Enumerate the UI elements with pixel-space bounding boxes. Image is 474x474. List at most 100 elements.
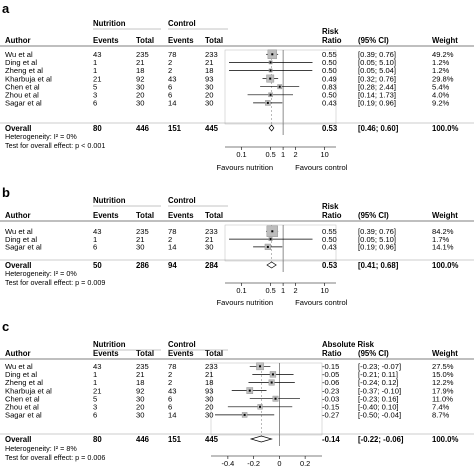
panel-c-overall-total-control: 445 xyxy=(205,435,219,444)
panel-c-row-3-events-nutrition: 1 xyxy=(93,378,97,387)
panel-b-row-1-ci: [0.39; 0.76] xyxy=(358,227,396,236)
panel-b-col-effect-line2: Ratio xyxy=(322,211,342,220)
panel-c-row-6-total-nutrition: 20 xyxy=(136,403,144,412)
panel-b-overall-events-control: 94 xyxy=(168,261,177,270)
panel-c-row-3-total-nutrition: 18 xyxy=(136,378,144,387)
panel-c-row-3-author: Zheng et al xyxy=(5,378,43,387)
panel-b-overall-diamond xyxy=(266,261,277,269)
panel-c-row-1-events-control: 78 xyxy=(168,362,176,371)
panel-b-overall-ci: [0.41; 0.68] xyxy=(358,261,399,270)
panel-c-overall-events-nutrition: 80 xyxy=(93,435,102,444)
panel-a-row-4-estimate: 0.49 xyxy=(322,74,337,83)
panel-c-row-1-estimate: -0.15 xyxy=(322,362,339,371)
panel-a-row-3-author: Zheng et al xyxy=(5,66,43,75)
panel-a-overall-estimate: 0.53 xyxy=(322,124,338,133)
panel-b-row-2-events-nutrition: 1 xyxy=(93,235,97,244)
panel-b-overall-total-control: 284 xyxy=(205,261,219,270)
panel-c-group-header-nutrition: Nutrition xyxy=(93,340,126,349)
panel-b-row-1-author: Wu et al xyxy=(5,227,33,236)
panel-b-row-1-estimate: 0.55 xyxy=(322,227,337,236)
panel-a-row-1-events-control: 78 xyxy=(168,50,176,59)
panel-c-row-5-estimate: -0.03 xyxy=(322,394,339,403)
panel-b-overall-estimate: 0.53 xyxy=(322,261,338,270)
panel-a-tick-label-1: 0.5 xyxy=(265,150,275,159)
panel-b-col-effect-line1: Risk xyxy=(322,202,339,211)
panel-c-row-3-total-control: 18 xyxy=(205,378,213,387)
panel-a-row-7-events-nutrition: 6 xyxy=(93,99,97,108)
panel-a-row-1-author: Wu et al xyxy=(5,50,33,59)
panel-c-row-5-events-nutrition: 5 xyxy=(93,394,97,403)
panel-a-overall-total-control: 445 xyxy=(205,124,219,133)
panel-c-row-4-total-control: 93 xyxy=(205,386,213,395)
panel-c-row-1-ci: [-0.23; -0.07] xyxy=(358,362,401,371)
panel-c-row-5-point-marker xyxy=(274,397,277,400)
panel-b-row-1-total-nutrition: 235 xyxy=(136,227,149,236)
panel-b-col-events-2: Events xyxy=(168,211,194,220)
panel-b-row-1-total-control: 233 xyxy=(205,227,218,236)
panel-c-row-7-author: Sagar et al xyxy=(5,411,42,420)
panel-c-col-weight: Weight xyxy=(432,349,458,358)
panel-c-col-total-1: Total xyxy=(136,349,154,358)
panel-a-row-6-events-control: 6 xyxy=(168,91,172,100)
panel-c-row-2-events-nutrition: 1 xyxy=(93,370,97,379)
panel-b-row-3-ci: [0.19; 0.96] xyxy=(358,243,396,252)
panel-a-group-header-nutrition: Nutrition xyxy=(93,19,126,28)
panel-a-row-2-weight: 1.2% xyxy=(432,58,450,67)
panel-a-row-5-author: Chen et al xyxy=(5,82,40,91)
panel-c-overall-events-control: 151 xyxy=(168,435,182,444)
panel-a-row-3-total-nutrition: 18 xyxy=(136,66,144,75)
panel-b-col-total-2: Total xyxy=(205,211,223,220)
panel-c-row-2-weight: 15.0% xyxy=(432,370,454,379)
panel-a-col-total-2: Total xyxy=(205,36,223,45)
panel-c-row-4-weight: 17.9% xyxy=(432,386,454,395)
panel-c-tick-label-2: 0 xyxy=(277,459,281,468)
panel-b-row-2-ci: [0.05; 5.10] xyxy=(358,235,396,244)
panel-a-row-4-author: Kharbuja et al xyxy=(5,74,52,83)
panel-c-row-5-weight: 11.0% xyxy=(432,394,453,403)
panel-a-row-5-estimate: 0.83 xyxy=(322,82,337,91)
panel-b-overall-events-nutrition: 50 xyxy=(93,261,102,270)
panel-c-row-5-ci: [-0.23; 0.16] xyxy=(358,394,399,403)
panel-b-col-weight: Weight xyxy=(432,211,458,220)
panel-c-row-1-author: Wu et al xyxy=(5,362,33,371)
panel-a-row-4-ci: [0.32; 0.76] xyxy=(358,74,396,83)
panel-a-row-2-events-nutrition: 1 xyxy=(93,58,97,67)
panel-a-row-2-total-control: 21 xyxy=(205,58,213,67)
panel-b-col-ci: (95% CI) xyxy=(358,211,389,220)
panel-c-row-7-events-nutrition: 6 xyxy=(93,411,97,420)
panel-a-overall-author: Overall xyxy=(5,124,31,133)
panel-b-favours-left: Favours nutrition xyxy=(217,298,274,307)
panel-c-row-1-weight: 27.5% xyxy=(432,362,454,371)
panel-a-row-4-events-nutrition: 21 xyxy=(93,74,101,83)
panel-c-overall-weight: 100.0% xyxy=(432,435,459,444)
panel-b-col-events-1: Events xyxy=(93,211,119,220)
panel-c-row-4-ci: [-0.37; -0.10] xyxy=(358,386,401,395)
panel-a-row-1-point-marker xyxy=(271,53,274,56)
panel-a-row-4-total-nutrition: 92 xyxy=(136,74,144,83)
panel-c-row-4-events-control: 43 xyxy=(168,386,176,395)
panel-c-row-6-ci: [-0.40; 0.10] xyxy=(358,403,399,412)
panel-c-heterogeneity: Heterogeneity: I² = 8% xyxy=(5,444,77,453)
panel-b-overall-weight: 100.0% xyxy=(432,261,459,270)
panel-a-row-1-events-nutrition: 43 xyxy=(93,50,101,59)
panel-c-row-4-point-marker xyxy=(248,389,251,392)
panel-b-row-2-total-control: 21 xyxy=(205,235,213,244)
panel-a-row-5-ci: [0.28; 2.44] xyxy=(358,82,396,91)
panel-a-col-weight: Weight xyxy=(432,36,458,45)
panel-b-tick-label-4: 10 xyxy=(321,286,329,295)
panel-a-col-total-1: Total xyxy=(136,36,154,45)
panel-c-row-7-ci: [-0.50; -0.04] xyxy=(358,411,401,420)
panel-c-label: c xyxy=(2,319,9,334)
panel-a-plot-frame xyxy=(224,49,337,125)
panel-a-row-2-estimate: 0.50 xyxy=(322,58,337,67)
panel-a-overall-events-nutrition: 80 xyxy=(93,124,102,133)
panel-b-row-3-point-marker xyxy=(266,245,269,248)
panel-c-overall-ci: [-0.22; -0.06] xyxy=(358,435,404,444)
panel-c-row-5-events-control: 6 xyxy=(168,394,172,403)
panel-a-row-6-author: Zhou et al xyxy=(5,91,39,100)
panel-c-plot-frame xyxy=(210,362,323,436)
panel-b-row-3-author: Sagar et al xyxy=(5,243,42,252)
panel-c-row-2-estimate: -0.05 xyxy=(322,370,339,379)
panel-a-row-3-total-control: 18 xyxy=(205,66,213,75)
